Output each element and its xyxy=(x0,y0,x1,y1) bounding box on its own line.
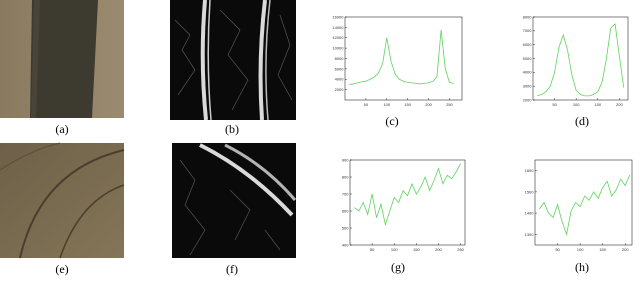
panel-label: (e) xyxy=(55,262,68,276)
y-tick-label: 5000 xyxy=(523,56,533,61)
y-tick-label: 12000 xyxy=(332,35,344,40)
y-tick-label: 1500 xyxy=(525,189,535,194)
y-tick-label: 4000 xyxy=(523,70,533,75)
x-tick-label: 150 xyxy=(413,247,420,252)
image-a xyxy=(0,0,124,118)
x-tick-label: 100 xyxy=(391,247,398,252)
x-tick-label: 200 xyxy=(622,247,629,252)
x-tick-label: 250 xyxy=(457,247,464,252)
x-tick-label: 50 xyxy=(555,247,560,252)
y-tick-label: 3000 xyxy=(523,84,533,89)
y-tick-label: 1400 xyxy=(525,211,535,216)
data-line xyxy=(354,163,461,227)
y-tick-label: 8000 xyxy=(523,14,533,19)
x-tick-label: 250 xyxy=(446,102,453,107)
plot-frame xyxy=(349,159,466,246)
y-tick-label: 400 xyxy=(342,242,349,247)
x-tick-label: 50 xyxy=(370,247,375,252)
x-tick-label: 200 xyxy=(435,247,442,252)
y-tick-label: 6000 xyxy=(523,42,533,47)
y-tick-label: 8000 xyxy=(335,56,345,61)
y-tick-label: 10000 xyxy=(332,46,344,51)
panel-label: (h) xyxy=(575,260,589,274)
panel-label: (f) xyxy=(226,262,238,276)
y-tick-label: 14000 xyxy=(332,25,344,30)
x-tick-label: 200 xyxy=(616,102,623,107)
plot-frame xyxy=(534,159,633,246)
x-tick-label: 100 xyxy=(577,247,584,252)
y-tick-label: 4000 xyxy=(335,77,345,82)
x-tick-label: 100 xyxy=(383,102,390,107)
y-tick-label: 700 xyxy=(342,191,349,196)
y-tick-label: 1300 xyxy=(525,232,535,237)
panel-label: (a) xyxy=(55,122,68,136)
x-tick-label: 150 xyxy=(404,102,411,107)
plot-frame xyxy=(532,16,629,101)
x-tick-label: 50 xyxy=(552,102,557,107)
image-e xyxy=(0,142,125,259)
panel-label: (b) xyxy=(225,122,239,136)
x-tick-label: 150 xyxy=(599,247,606,252)
y-tick-label: 16000 xyxy=(332,14,344,19)
image-f xyxy=(172,143,297,258)
y-tick-label: 800 xyxy=(342,174,349,179)
data-line xyxy=(349,29,454,85)
y-tick-label: 500 xyxy=(342,225,349,230)
x-tick-label: 100 xyxy=(573,102,580,107)
y-tick-label: 1600 xyxy=(525,168,535,173)
y-tick-label: 900 xyxy=(342,157,349,162)
panel-label: (d) xyxy=(575,114,589,128)
y-tick-label: 600 xyxy=(342,208,349,213)
x-tick-label: 150 xyxy=(594,102,601,107)
panel-label: (c) xyxy=(385,114,398,128)
image-b xyxy=(170,0,296,121)
y-tick-label: 2000 xyxy=(335,87,345,92)
y-tick-label: 2000 xyxy=(523,97,533,102)
data-line xyxy=(539,174,631,236)
x-tick-label: 50 xyxy=(364,102,369,107)
data-line xyxy=(537,23,625,97)
x-tick-label: 200 xyxy=(425,102,432,107)
y-tick-label: 7000 xyxy=(523,28,533,33)
panel-label: (g) xyxy=(391,260,405,274)
y-tick-label: 6000 xyxy=(335,66,345,71)
